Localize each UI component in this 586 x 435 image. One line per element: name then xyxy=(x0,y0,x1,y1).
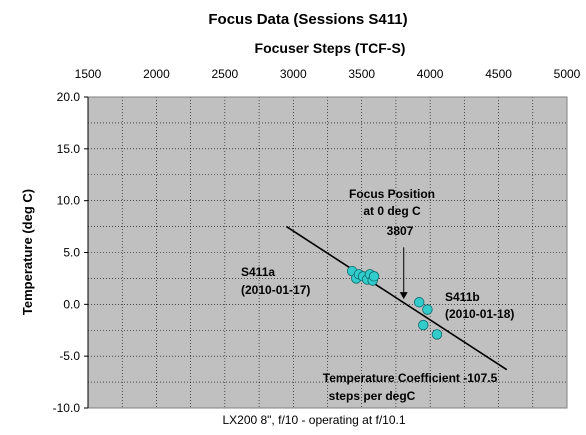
focus-position-label: Focus Position xyxy=(349,187,435,201)
x-tick-label: 2500 xyxy=(212,67,239,81)
chart-footer: LX200 8", f/10 - operating at f/10.1 xyxy=(222,413,405,427)
x-tick-label: 2000 xyxy=(143,67,170,81)
data-point xyxy=(368,271,380,282)
y-tick-label: 5.0 xyxy=(63,246,80,260)
y-tick-label: 0.0 xyxy=(63,297,80,311)
data-point xyxy=(431,329,443,340)
y-tick-label: 10.0 xyxy=(57,194,81,208)
s411a-date: (2010-01-17) xyxy=(241,283,310,297)
focus-position-sublabel: at 0 deg C xyxy=(363,204,421,218)
s411b-date: (2010-01-18) xyxy=(445,307,514,321)
x-tick-label: 5000 xyxy=(554,67,581,81)
data-point xyxy=(418,319,429,331)
trendline xyxy=(286,225,508,371)
y-tick-label: 15.0 xyxy=(57,142,81,156)
x-tick-label: 4500 xyxy=(485,67,512,81)
x-axis-label: Focuser Steps (TCF-S) xyxy=(255,40,406,56)
annotations: Focus Position at 0 deg C 3807 S411a (20… xyxy=(241,187,514,403)
x-tick-label: 4000 xyxy=(417,67,444,81)
data-point xyxy=(413,297,425,308)
s411a-label: S411a xyxy=(241,265,275,279)
coefficient-unit: steps per degC xyxy=(329,389,416,403)
y-ticks: 20.0 15.0 10.0 5.0 0.0 -5.0 -10.0 xyxy=(53,90,88,415)
coefficient-label: Temperature Coefficient -107.5 xyxy=(323,371,498,385)
chart-title: Focus Data (Sessions S411) xyxy=(208,11,407,28)
x-ticks: 1500 2000 2500 3000 3500 4000 4500 5000 xyxy=(75,67,581,81)
focus-arrowhead-icon xyxy=(399,292,408,300)
y-tick-label: -5.0 xyxy=(59,349,80,363)
x-tick-label: 3500 xyxy=(348,67,375,81)
x-tick-label: 3000 xyxy=(280,67,307,81)
y-tick-label: -10.0 xyxy=(53,401,81,415)
s411b-label: S411b xyxy=(445,290,480,304)
focus-position-value: 3807 xyxy=(387,224,414,238)
y-axis-label: Temperature (deg C) xyxy=(20,189,35,315)
y-tick-label: 20.0 xyxy=(57,90,81,104)
data-point xyxy=(422,304,433,315)
data-points xyxy=(346,265,443,340)
x-tick-label: 1500 xyxy=(75,67,102,81)
